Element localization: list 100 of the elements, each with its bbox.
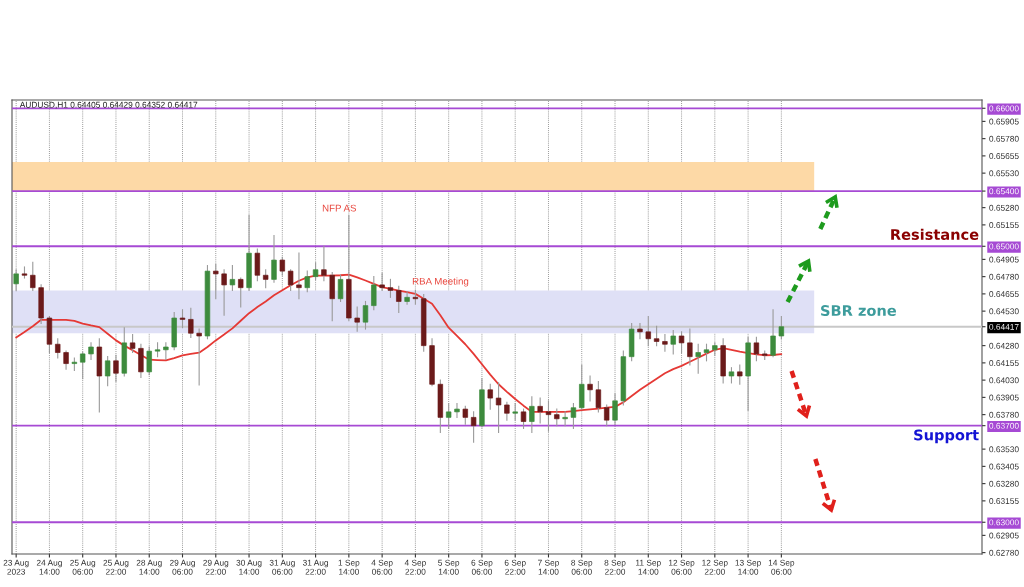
x-tick-label: 13 Sep 14:00	[735, 559, 761, 575]
x-tick-label: 1 Sep 14:00	[338, 559, 360, 575]
x-tick-label: 31 Aug 06:00	[269, 559, 295, 575]
y-tick-label: 0.63530	[989, 446, 1019, 453]
candlestick	[146, 346, 152, 376]
y-tick-label: 0.65655	[989, 153, 1019, 159]
candlestick	[404, 291, 410, 305]
candlestick	[595, 380, 602, 413]
candlestick	[104, 356, 111, 387]
candlestick	[645, 316, 651, 347]
candlestick	[321, 245, 327, 282]
x-tick-label: 6 Sep 06:00	[471, 559, 493, 575]
candlestick	[88, 342, 94, 360]
candlestick	[445, 403, 452, 429]
x-tick-label: 5 Sep 14:00	[438, 559, 460, 575]
y-tick-label: 0.64155	[989, 360, 1019, 366]
x-tick-label: 8 Sep 06:00	[571, 559, 593, 575]
y-tick-label: 0.65780	[989, 135, 1019, 142]
x-tick-label: 28 Aug 14:00	[136, 559, 162, 575]
candlestick	[304, 270, 310, 293]
candlestick	[238, 277, 244, 308]
candlestick	[670, 329, 676, 355]
candlestick	[753, 336, 760, 362]
candlestick	[537, 397, 543, 424]
ref-line-label: Support	[914, 429, 979, 444]
y-tick-label: 0.63700	[989, 422, 1019, 429]
candlestick	[545, 400, 552, 432]
x-tick-label: 14 Sep 06:00	[768, 559, 795, 575]
candlestick	[495, 382, 502, 434]
candlestick	[188, 307, 194, 338]
y-tick-label: 0.64905	[989, 256, 1019, 263]
x-tick-label: 29 Aug 22:00	[203, 559, 229, 575]
x-tick-label: 31 Aug 22:00	[302, 559, 329, 575]
ref-line-label: Resistance	[891, 228, 979, 240]
x-tick-label: 12 Sep 22:00	[702, 559, 728, 575]
candlestick	[271, 235, 277, 283]
candlestick	[13, 269, 19, 292]
x-tick-label: 4 Sep 22:00	[404, 559, 426, 575]
candlestick	[163, 342, 169, 360]
y-tick-label: 0.65905	[989, 118, 1019, 125]
candlestick	[396, 285, 402, 314]
y-tick-label: 0.65530	[989, 170, 1019, 177]
y-tick-label: 0.65155	[989, 222, 1019, 228]
candlestick	[379, 272, 385, 291]
chart-title: AUDUSD,H1 0.64405 0.64429 0.64352 0.64417	[19, 101, 198, 109]
y-tick-label: 0.64655	[989, 291, 1019, 297]
candlestick	[778, 316, 785, 340]
candlestick	[196, 328, 202, 386]
x-tick-label: 24 Aug 14:00	[36, 559, 62, 575]
candlestick	[487, 383, 493, 410]
y-tick-label: 0.63155	[989, 498, 1019, 504]
y-tick-label: 0.64530	[989, 308, 1019, 315]
candlestick	[55, 338, 61, 359]
candlestick	[662, 334, 668, 352]
candlestick	[604, 404, 610, 427]
y-tick-label: 0.62905	[989, 532, 1019, 539]
x-tick-label: 11 Sep 14:00	[636, 559, 661, 575]
candlestick	[470, 411, 477, 443]
y-tick-label: 0.64280	[989, 342, 1019, 349]
candlestick	[770, 309, 776, 358]
x-tick-label: 6 Sep 22:00	[504, 559, 526, 575]
candlestick	[213, 263, 219, 300]
candlestick	[520, 408, 527, 429]
candlestick	[229, 265, 236, 291]
candlestick	[296, 252, 302, 300]
candlestick	[678, 331, 685, 354]
band-label: SBR zone	[821, 305, 897, 317]
candlestick	[371, 276, 377, 311]
annotation: NFP AS	[322, 204, 357, 212]
candlestick	[687, 328, 693, 366]
candlestick	[529, 396, 535, 434]
x-tick-label: 29 Aug 06:00	[169, 559, 195, 575]
candlestick	[579, 364, 585, 410]
y-tick-label: 0.63000	[989, 519, 1019, 526]
candlestick	[504, 401, 510, 421]
y-tick-label: 0.66000	[989, 105, 1019, 112]
x-tick-label: 12 Sep 06:00	[668, 559, 695, 575]
candlestick	[612, 393, 618, 425]
candlestick	[138, 343, 144, 378]
candlestick	[737, 364, 743, 385]
x-tick-label: 23 Aug 2023	[3, 559, 29, 575]
y-tick-label: 0.65280	[989, 204, 1019, 211]
y-tick-label: 0.63280	[989, 480, 1019, 487]
candlestick	[254, 248, 261, 282]
candlestick	[337, 274, 344, 303]
x-tick-label: 25 Aug 06:00	[70, 559, 96, 575]
candlestick	[637, 322, 643, 340]
candlestick	[329, 271, 335, 322]
candlestick	[287, 269, 294, 291]
y-tick-label: 0.65400	[989, 188, 1019, 195]
candlestick	[454, 403, 460, 418]
candlestick	[221, 269, 227, 316]
x-tick-label: 25 Aug 22:00	[103, 559, 129, 575]
y-tick-label: 0.63405	[989, 463, 1019, 470]
y-tick-label: 0.63905	[989, 394, 1019, 401]
y-tick-label: 0.63780	[989, 411, 1019, 418]
candlestick	[30, 261, 36, 291]
x-tick-label: 8 Sep 22:00	[604, 559, 626, 575]
y-tick-label: 0.64780	[989, 273, 1019, 280]
y-tick-label: 0.65000	[989, 243, 1019, 250]
